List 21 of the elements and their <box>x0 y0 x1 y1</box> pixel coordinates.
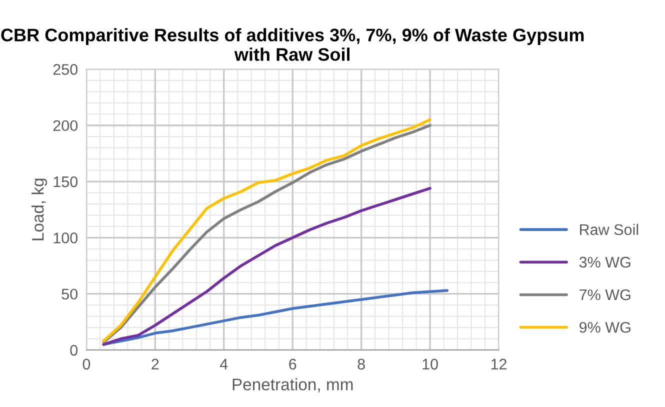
legend-label: 3% WG <box>579 256 630 268</box>
legend-label: Raw Soil <box>580 224 638 236</box>
x-tick-label: 4 <box>220 358 228 370</box>
y-tick-label: 150 <box>54 176 78 188</box>
chart-title: CBR Comparitive Results of additives 3%, 7%, 9% of Waste Gypsum with Raw Soil <box>1 28 584 61</box>
y-tick-label: 200 <box>53 120 78 132</box>
x-tick-label: 12 <box>491 358 506 370</box>
y-tick-label: 250 <box>53 64 78 75</box>
line-series <box>102 186 432 346</box>
x-axis-title: Penetration, mm <box>232 378 353 392</box>
y-tick-label: 0 <box>70 344 78 356</box>
x-tick-label: 0 <box>82 358 90 370</box>
y-axis-title: Load, kg <box>32 178 48 240</box>
x-tick-label: 10 <box>422 358 438 370</box>
legend-label: 9% WG <box>580 322 630 333</box>
x-tick-label: 8 <box>358 358 365 370</box>
x-tick-label: 6 <box>289 358 296 370</box>
legend-label: 7% WG <box>580 289 630 300</box>
x-tick-label: 2 <box>152 358 159 370</box>
y-tick-label: 50 <box>62 288 78 300</box>
y-tick-label: 100 <box>54 232 78 244</box>
